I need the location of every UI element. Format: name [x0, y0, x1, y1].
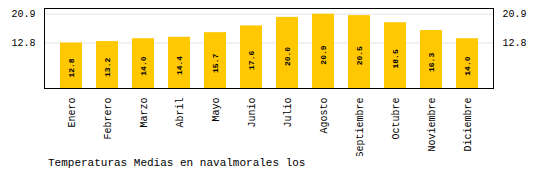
svg-text:Diciembre: Diciembre — [463, 98, 474, 152]
svg-text:20.9: 20.9 — [11, 9, 35, 20]
svg-text:13.2: 13.2 — [103, 58, 112, 77]
svg-text:20.0: 20.0 — [283, 47, 292, 66]
svg-text:14.0: 14.0 — [139, 56, 148, 75]
svg-text:Enero: Enero — [67, 98, 78, 128]
svg-text:14.4: 14.4 — [175, 56, 184, 75]
svg-text:16.3: 16.3 — [427, 53, 436, 72]
svg-text:Septiembre: Septiembre — [355, 98, 366, 157]
svg-text:Marzo: Marzo — [139, 98, 150, 128]
html-text:Temperaturas Medias en navalmo: Temperaturas Medias en navalmorales los — [48, 157, 306, 169]
svg-text:12.8: 12.8 — [503, 38, 527, 49]
svg-text:20.5: 20.5 — [355, 46, 364, 65]
svg-text:Mayo: Mayo — [211, 98, 222, 122]
svg-text:Julio: Julio — [283, 98, 294, 128]
svg-text:15.7: 15.7 — [211, 54, 220, 73]
svg-text:14.0: 14.0 — [463, 56, 472, 75]
svg-text:18.5: 18.5 — [391, 49, 400, 68]
svg-text:Abril: Abril — [175, 98, 186, 128]
svg-text:12.8: 12.8 — [67, 58, 76, 77]
svg-text:12.8: 12.8 — [11, 38, 35, 49]
svg-text:Agosto: Agosto — [319, 98, 330, 134]
svg-text:Noviembre: Noviembre — [427, 98, 438, 152]
svg-text:20.9: 20.9 — [503, 9, 527, 20]
svg-text:Febrero: Febrero — [103, 98, 114, 140]
svg-text:20.9: 20.9 — [319, 45, 328, 64]
svg-text:Junio: Junio — [247, 98, 258, 128]
svg-text:17.6: 17.6 — [247, 51, 256, 70]
svg-text:Octubre: Octubre — [391, 98, 402, 140]
